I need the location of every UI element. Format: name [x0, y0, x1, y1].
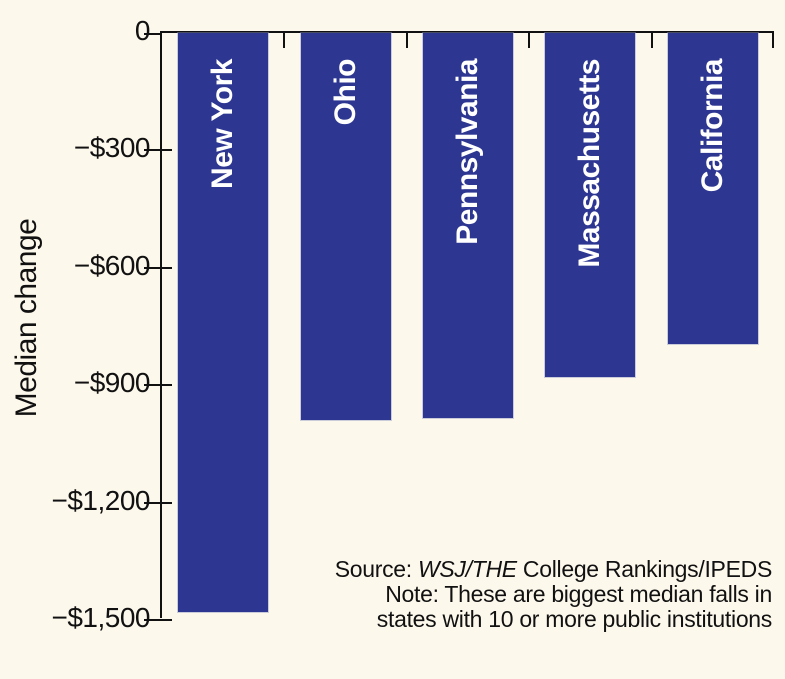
x-tick	[528, 33, 530, 48]
x-tick	[651, 33, 653, 48]
note-source-publication: WSJ/THE	[417, 556, 517, 582]
bar-label: Ohio	[329, 59, 362, 126]
plot-area: New York Ohio Pennsylvania Massachusetts Cal…	[144, 31, 774, 621]
x-tick	[406, 33, 408, 48]
bar-new-york: New York	[178, 33, 268, 612]
y-tick	[144, 502, 172, 504]
bar-label: Massachusetts	[573, 59, 606, 268]
note-line-1: Source: WSJ/THE College Rankings/IPEDS	[334, 556, 773, 582]
bar-ohio: Ohio	[301, 33, 391, 420]
bar-label: Pennsylvania	[451, 59, 484, 245]
x-tick-right-end	[772, 33, 774, 48]
y-tick	[144, 619, 172, 621]
note-line-2: Note: These are biggest median falls in	[385, 581, 772, 607]
y-tick-label: −$900	[73, 367, 151, 398]
y-tick-label: −$600	[73, 250, 151, 281]
y-tick	[144, 33, 160, 35]
y-tick	[144, 384, 172, 386]
note-line-3: states with 10 or more public institutio…	[376, 606, 773, 632]
x-tick	[283, 33, 285, 48]
bar-california: California	[668, 33, 758, 344]
y-tick	[144, 267, 172, 269]
y-tick	[144, 149, 172, 151]
bar-massachusetts: Massachusetts	[545, 33, 635, 377]
bar-label: New York	[206, 59, 239, 189]
y-tick-label: 0	[134, 15, 151, 46]
note-source-prefix: Source:	[334, 556, 418, 582]
y-tick-label: −$1,200	[51, 485, 151, 516]
source-note: Source: WSJ/THE College Rankings/IPEDS N…	[334, 556, 773, 632]
bar-label: California	[696, 59, 729, 193]
bar-pennsylvania: Pennsylvania	[423, 33, 513, 418]
note-source-suffix: College Rankings/IPEDS	[516, 556, 772, 582]
y-tick-label: −$1,500	[51, 602, 151, 633]
y-tick-label: −$300	[73, 132, 151, 163]
